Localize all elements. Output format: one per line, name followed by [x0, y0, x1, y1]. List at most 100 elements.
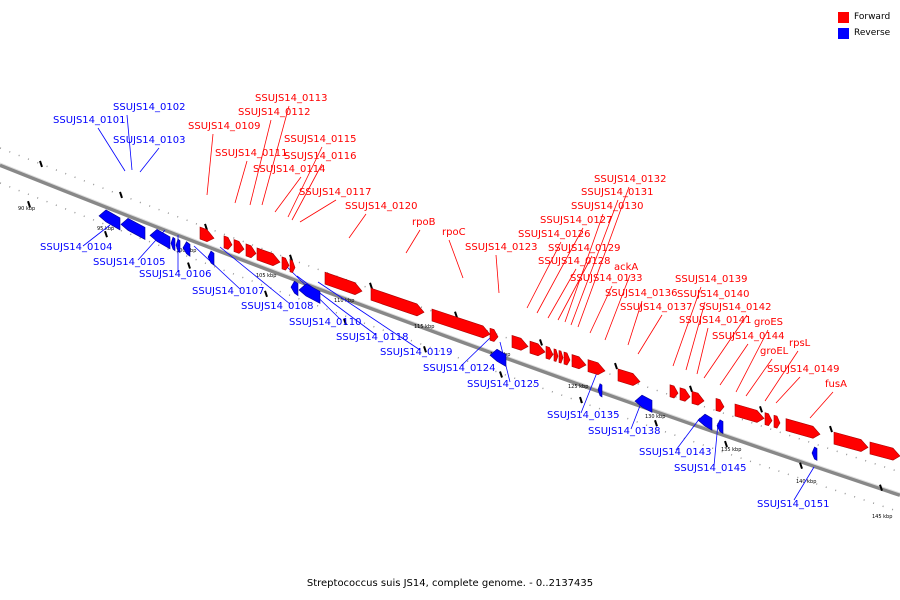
forward-gene-leader	[703, 314, 748, 379]
reverse-gene-label: SSUJS14_0106	[139, 269, 212, 280]
tick-label: 115 kbp	[414, 324, 434, 330]
forward-gene	[553, 348, 559, 362]
forward-gene	[734, 403, 765, 423]
forward-gene-label: SSUJS14_0120	[345, 201, 418, 212]
scale-tick	[724, 440, 728, 448]
forward-gene	[563, 351, 571, 366]
reverse-gene-label: SSUJS14_0125	[467, 379, 540, 390]
legend: Forward Reverse	[838, 9, 890, 41]
reverse-gene	[298, 283, 321, 304]
reverse-gene-leader	[296, 275, 377, 336]
reverse-gene-leader	[580, 369, 599, 414]
forward-gene	[715, 398, 725, 412]
forward-gene	[431, 308, 491, 339]
scale-tick-upper	[204, 223, 208, 231]
reverse-gene-label: SSUJS14_0108	[241, 301, 314, 312]
forward-gene-label: SSUJS14_0127	[540, 215, 613, 226]
forward-gene-label: SSUJS14_0117	[299, 187, 372, 198]
forward-gene-leader	[274, 176, 302, 213]
forward-gene-leader	[589, 285, 613, 334]
forward-gene-leader	[735, 329, 769, 393]
reverse-gene	[182, 241, 191, 257]
reverse-gene	[697, 413, 713, 431]
scale-tick-upper	[539, 339, 543, 346]
forward-gene	[617, 368, 641, 386]
reverse-gene	[716, 419, 724, 435]
forward-gene-leader	[495, 254, 500, 294]
reverse-gene-label: SSUJS14_0124	[423, 363, 496, 374]
scale-tick-upper	[39, 160, 43, 168]
reverse-gene-label: SSUJS14_0107	[192, 286, 265, 297]
legend-reverse-label: Reverse	[854, 28, 891, 38]
forward-gene	[489, 327, 499, 342]
legend-forward-label: Forward	[854, 12, 891, 22]
forward-gene-label: SSUJS14_0113	[255, 93, 328, 104]
scale-tick	[343, 318, 347, 326]
forward-gene-leader	[570, 199, 619, 326]
forward-gene-label: SSUJS14_0149	[767, 364, 840, 375]
forward-gene-label: groEL	[760, 346, 789, 357]
forward-gene-leader	[577, 186, 630, 328]
scale-tick	[579, 396, 583, 404]
forward-gene	[691, 390, 705, 406]
forward-gene-leader	[261, 105, 290, 206]
reverse-gene-leader	[793, 466, 815, 501]
forward-gene	[223, 235, 233, 250]
reverse-gene	[175, 238, 181, 254]
scale-tick-upper	[289, 254, 293, 262]
forward-gene-label: SSUJS14_0114	[253, 164, 326, 175]
reverse-gene-leader	[97, 127, 126, 172]
forward-gene-leader	[685, 301, 706, 371]
reverse-gene-label: SSUJS14_0135	[547, 410, 620, 421]
forward-gene-leader	[557, 255, 593, 321]
reverse-gene-label: SSUJS14_0118	[336, 332, 409, 343]
forward-gene-leader	[536, 227, 584, 314]
forward-gene-label: fusA	[825, 379, 847, 390]
forward-gene-leader	[604, 274, 631, 341]
scale-tick-upper	[614, 362, 618, 370]
forward-gene	[679, 387, 691, 402]
forward-gene-leader	[249, 119, 272, 206]
forward-gene	[245, 243, 257, 259]
scale-tick	[104, 230, 108, 238]
forward-gene-label: SSUJS14_0136	[605, 288, 678, 299]
gene-labels: SSUJS14_0109 SSUJS14_0111 SSUJS14_0112 SSUJ…	[40, 93, 847, 510]
tick-label: 90 kbp	[18, 206, 35, 212]
tick-label: 125 kbp	[568, 384, 588, 390]
scale-tick-upper	[829, 425, 833, 433]
forward-gene-label: SSUJS14_0133	[570, 273, 643, 284]
forward-gene	[764, 412, 773, 427]
forward-gene-label: SSUJS14_0131	[581, 187, 654, 198]
reverse-gene-label: SSUJS14_0103	[113, 135, 186, 146]
reverse-gene-leader	[126, 114, 133, 171]
reverse-gene	[290, 280, 299, 297]
forward-gene	[233, 239, 245, 254]
forward-gene-leader	[637, 314, 663, 355]
tick-label: 135 kbp	[721, 447, 741, 453]
reverse-gene-label: SSUJS14_0151	[757, 499, 830, 510]
forward-gene-leader	[719, 343, 749, 386]
forward-gene-leader	[764, 350, 799, 402]
reverse-gene-label: SSUJS14_0119	[380, 347, 453, 358]
reverse-gene	[170, 236, 176, 252]
forward-gene-label: SSUJS14_0111	[215, 148, 288, 159]
reverse-gene	[489, 348, 507, 367]
forward-gene-label: ackA	[614, 262, 638, 273]
forward-gene-leader	[299, 199, 337, 223]
tick-label: 145 kbp	[872, 514, 892, 520]
reverse-gene-label: SSUJS14_0110	[289, 317, 362, 328]
scale-tick-upper	[759, 405, 763, 413]
reverse-gene-leader	[460, 337, 491, 367]
forward-gene-leader	[627, 300, 643, 346]
reverse-guide	[0, 182, 900, 513]
scale-tick-upper	[119, 191, 123, 199]
scale-tick-upper	[369, 282, 373, 290]
scale-tick	[799, 462, 803, 469]
scale-tick	[879, 484, 883, 492]
scale-tick	[27, 200, 31, 208]
forward-gene-leader	[291, 163, 323, 221]
forward-gene	[199, 226, 215, 242]
forward-gene-leader	[547, 268, 577, 319]
forward-gene-leader	[206, 133, 214, 196]
forward-gene-leader	[348, 213, 367, 239]
